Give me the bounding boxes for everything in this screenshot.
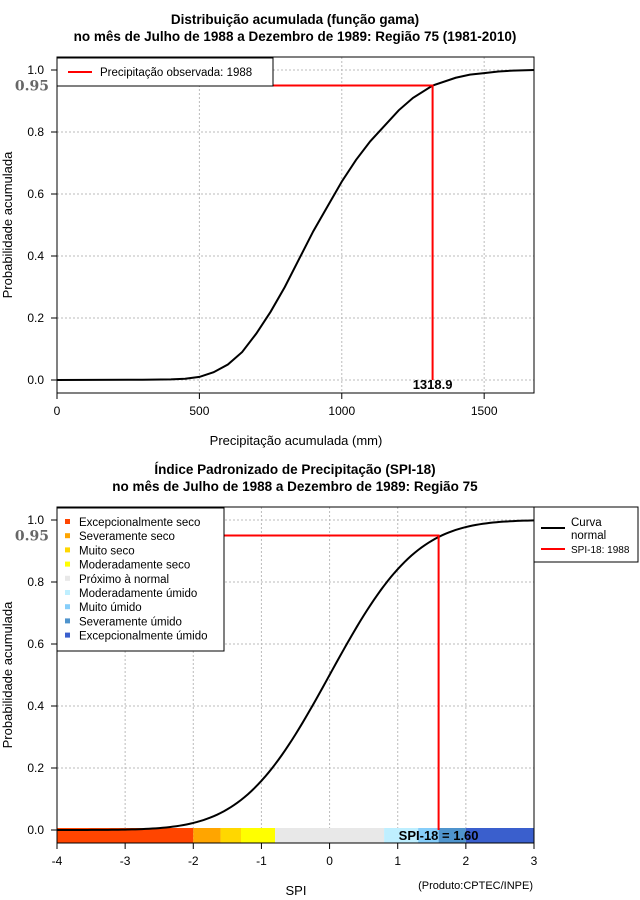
legend: Precipitação observada: 1988 <box>56 57 274 87</box>
category-label: Muito seco <box>79 545 135 557</box>
category-swatch <box>65 632 70 638</box>
y-tick-label: 0.4 <box>27 249 44 263</box>
category-label: Moderadamente úmido <box>79 588 197 600</box>
x-tick-label: 2 <box>463 854 470 868</box>
x-tick-label: 0 <box>54 404 61 418</box>
category-swatch <box>65 533 70 539</box>
y-tick-label: 0.2 <box>27 311 44 325</box>
x-axis-label: Precipitação acumulada (mm) <box>210 433 383 448</box>
y-tick-label: 0.6 <box>27 187 44 201</box>
chart-title-line2: no mês de Julho de 1988 a Dezembro de 19… <box>112 479 478 494</box>
legend-label-curve-1: Curva <box>571 517 602 529</box>
category-label: Excepcionalmente seco <box>79 517 200 529</box>
category-band <box>220 828 241 843</box>
observed-marker-line <box>57 84 434 380</box>
credit-text: (Produto:CPTEC/INPE) <box>418 880 533 892</box>
x-tick-label: 1500 <box>471 404 498 418</box>
x-tick-label: 1000 <box>328 404 355 418</box>
x-tick-label: 500 <box>189 404 209 418</box>
x-tick-label: -4 <box>52 854 63 868</box>
y-tick-label: 0.4 <box>27 699 44 713</box>
x-axis-label: SPI <box>286 883 307 898</box>
probability-label: 0.95 <box>15 79 49 95</box>
probability-label: 0.95 <box>15 529 49 545</box>
y-tick-label: 0.0 <box>27 823 44 837</box>
category-band <box>193 828 221 843</box>
legend: Curva normal SPI-18: 1988 <box>533 506 639 563</box>
y-tick-label: 1.0 <box>27 513 44 527</box>
gamma-chart: Distribuição acumulada (função gama) no … <box>0 12 535 448</box>
category-band <box>240 828 276 843</box>
category-band <box>275 828 385 843</box>
plot-frame <box>56 56 535 394</box>
category-legend: Excepcionalmente seco Severamente seco Mui… <box>56 507 225 652</box>
x-tick-label: 0 <box>326 854 333 868</box>
observed-value-label: 1318.9 <box>413 377 453 392</box>
chart-title-line1: Índice Padronizado de Precipitação (SPI-… <box>154 462 435 477</box>
category-band <box>465 828 534 843</box>
x-tick-label: -2 <box>188 854 199 868</box>
legend-label: Precipitação observada: 1988 <box>100 67 252 79</box>
y-tick-label: 0.8 <box>27 575 44 589</box>
category-swatch <box>65 519 70 524</box>
category-label: Severamente seco <box>79 531 175 543</box>
category-swatch <box>65 590 70 595</box>
spi-chart: Índice Padronizado de Precipitação (SPI-… <box>0 462 639 898</box>
gamma-cdf-line <box>56 69 535 381</box>
category-band <box>418 828 439 843</box>
y-tick-label: 0.6 <box>27 637 44 651</box>
category-band <box>438 828 466 843</box>
category-band <box>57 828 194 843</box>
category-swatch <box>65 547 70 553</box>
spi-value-label: SPI-18 = 1.60 <box>399 828 479 843</box>
plot-frame <box>56 506 535 844</box>
category-label: Severamente úmido <box>79 616 182 628</box>
y-tick-label: 0.0 <box>27 373 44 387</box>
y-tick-label: 0.8 <box>27 125 44 139</box>
legend-label-spi: SPI-18: 1988 <box>571 545 630 556</box>
category-band <box>384 828 419 843</box>
category-label: Muito úmido <box>79 602 142 614</box>
category-label: Próximo à normal <box>79 574 169 586</box>
y-tick-label: 0.2 <box>27 761 44 775</box>
legend-label-curve-2: normal <box>571 530 606 542</box>
chart-title-line1: Distribuição acumulada (função gama) <box>171 12 419 27</box>
x-tick-label: 3 <box>531 854 538 868</box>
category-label: Moderadamente seco <box>79 560 190 572</box>
category-swatch <box>65 575 70 581</box>
y-axis-label: Probabilidade acumulada <box>0 601 15 748</box>
x-tick-label: -1 <box>256 854 267 868</box>
y-tick-label: 1.0 <box>27 63 44 77</box>
normal-cdf-line <box>56 519 535 831</box>
category-swatch <box>65 561 70 567</box>
category-swatch <box>65 618 70 624</box>
category-label: Excepcionalmente úmido <box>79 631 208 643</box>
y-axis-label: Probabilidade acumulada <box>0 151 15 298</box>
category-swatch <box>65 604 70 610</box>
x-tick-label: -3 <box>120 854 131 868</box>
x-tick-label: 1 <box>394 854 401 868</box>
chart-title-line2: no mês de Julho de 1988 a Dezembro de 19… <box>74 29 517 44</box>
